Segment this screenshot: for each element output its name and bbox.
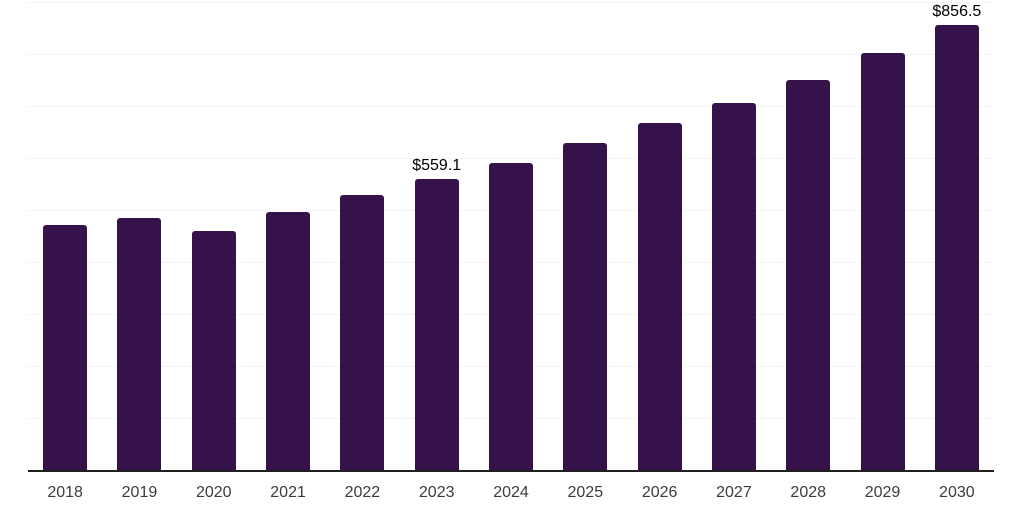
x-axis-line	[28, 470, 994, 472]
x-tick-label-2018: 2018	[47, 484, 83, 501]
x-tick-label-2026: 2026	[641, 484, 678, 501]
bar-2021[interactable]	[266, 212, 311, 470]
bar-2022[interactable]	[340, 195, 385, 470]
x-tick-label-2020: 2020	[195, 484, 232, 501]
x-tick-label-2022: 2022	[344, 484, 381, 501]
x-tick-label-2029: 2029	[864, 484, 901, 501]
gridline	[28, 106, 994, 107]
bar-2027[interactable]	[711, 103, 756, 470]
bar-2029[interactable]	[860, 53, 905, 470]
bar-2026[interactable]	[637, 123, 682, 470]
x-tick-label-2019: 2019	[121, 484, 158, 501]
bar-value-label-2023: $559.1	[412, 157, 462, 174]
x-tick-label-2021: 2021	[270, 484, 306, 501]
x-tick-label-2024: 2024	[493, 484, 529, 501]
bar-2028[interactable]	[786, 80, 831, 470]
bar-2020[interactable]	[191, 231, 236, 470]
bar-2025[interactable]	[563, 143, 608, 470]
bar-2024[interactable]	[489, 163, 533, 470]
plot-area: $559.1 $856.5	[28, 0, 994, 470]
bar-value-label-2030: $856.5	[932, 3, 982, 20]
bar-2030[interactable]	[934, 25, 979, 470]
bar-2018[interactable]	[43, 225, 88, 470]
gridline	[28, 54, 994, 55]
x-tick-label-2025: 2025	[567, 484, 604, 501]
gridline	[28, 2, 994, 3]
gridline	[28, 158, 994, 159]
x-tick-label-2027: 2027	[716, 484, 752, 501]
bar-2019[interactable]	[117, 218, 162, 470]
x-tick-label-2028: 2028	[790, 484, 827, 501]
bar-2023[interactable]	[414, 179, 459, 470]
x-tick-label-2023: 2023	[418, 484, 455, 501]
x-tick-label-2030: 2030	[939, 484, 975, 501]
